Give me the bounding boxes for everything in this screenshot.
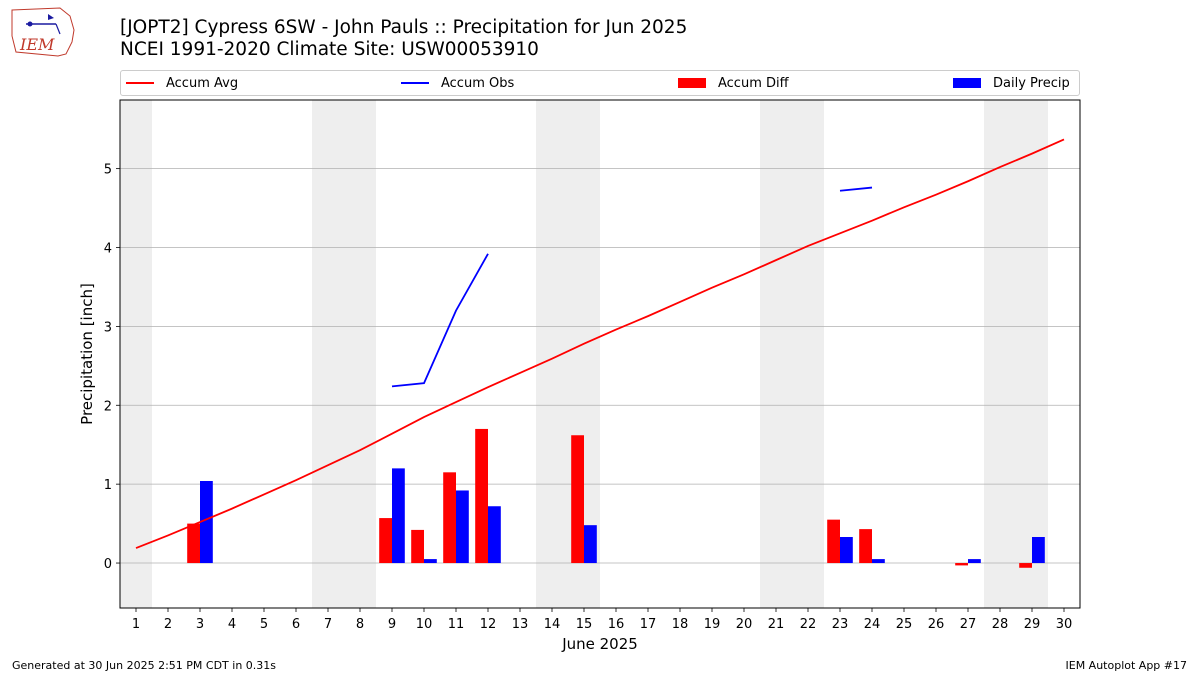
x-tick-label-19: 19 — [704, 617, 721, 632]
weekend-shade-day-21 — [760, 100, 792, 608]
legend-swatch-accum-avg — [126, 82, 154, 84]
daily-precip-bar-day-23 — [840, 537, 853, 564]
x-tick-label-30: 30 — [1056, 617, 1073, 632]
accum-diff-bar-day-29 — [1019, 563, 1032, 568]
daily-precip-bar-day-9 — [392, 468, 405, 564]
x-tick-label-7: 7 — [324, 617, 332, 632]
daily-precip-bar-day-10 — [424, 559, 437, 564]
x-tick-label-11: 11 — [448, 617, 465, 632]
legend-item-accum-avg: Accum Avg — [126, 74, 238, 92]
legend-item-daily-precip: Daily Precip — [953, 74, 1070, 92]
x-tick-label-27: 27 — [960, 617, 977, 632]
y-tick-label-5: 5 — [104, 163, 112, 178]
x-tick-label-18: 18 — [672, 617, 689, 632]
plot-frame — [119, 99, 1081, 609]
x-tick-label-3: 3 — [196, 617, 204, 632]
y-axis-label: Precipitation [inch] — [78, 283, 96, 425]
iem-logo: IEM — [11, 7, 75, 57]
chart-title: [JOPT2] Cypress 6SW - John Pauls :: Prec… — [120, 17, 688, 38]
legend-swatch-accum-diff — [678, 78, 706, 88]
accum-diff-bar-day-24 — [859, 529, 872, 564]
legend-item-accum-diff: Accum Diff — [678, 74, 789, 92]
x-tick-label-29: 29 — [1024, 617, 1041, 632]
accum-obs-line-segment-0 — [391, 253, 489, 388]
x-tick-label-2: 2 — [164, 617, 172, 632]
chart-subtitle: NCEI 1991-2020 Climate Site: USW00053910 — [120, 39, 539, 60]
accum-diff-bar-day-10 — [411, 529, 424, 564]
weekend-shade-day-8 — [344, 100, 376, 608]
x-tick-label-1: 1 — [132, 617, 140, 632]
accum-diff-bar-day-9 — [379, 518, 392, 564]
x-tick-label-21: 21 — [768, 617, 785, 632]
weekend-shade-day-15 — [568, 100, 600, 608]
y-tick-label-4: 4 — [104, 242, 112, 257]
daily-precip-bar-day-3 — [200, 481, 213, 564]
x-tick-label-26: 26 — [928, 617, 945, 632]
accum-diff-bar-day-11 — [443, 472, 456, 564]
legend-swatch-accum-obs — [401, 82, 429, 84]
accum-diff-bar-day-12 — [475, 428, 488, 564]
y-tick-label-3: 3 — [104, 320, 112, 335]
x-tick-label-23: 23 — [832, 617, 849, 632]
x-tick-label-20: 20 — [736, 617, 753, 632]
x-tick-label-15: 15 — [576, 617, 593, 632]
daily-precip-bar-day-24 — [872, 559, 885, 564]
accum-diff-bar-day-15 — [571, 435, 584, 564]
x-tick-label-8: 8 — [356, 617, 364, 632]
x-tick-label-25: 25 — [896, 617, 913, 632]
daily-precip-bar-day-15 — [584, 525, 597, 564]
accum-diff-bar-day-23 — [827, 519, 840, 564]
legend: Accum Avg Accum Obs Accum Diff Daily Pre… — [120, 70, 1080, 96]
legend-swatch-daily-precip — [953, 78, 981, 88]
daily-precip-bar-day-27 — [968, 559, 981, 564]
x-tick-label-17: 17 — [640, 617, 657, 632]
x-axis-label: June 2025 — [561, 635, 638, 653]
accum-diff-bar-day-3 — [187, 523, 200, 564]
daily-precip-bar-day-12 — [488, 506, 501, 564]
weekend-shade-day-28 — [984, 100, 1016, 608]
daily-precip-bar-day-11 — [456, 490, 469, 564]
weekend-shade-day-1 — [120, 100, 152, 608]
weekend-shade-day-7 — [312, 100, 344, 608]
x-tick-label-24: 24 — [864, 617, 881, 632]
logo-text: IEM — [19, 35, 55, 54]
y-tick-label-2: 2 — [104, 399, 112, 414]
legend-label-accum-avg: Accum Avg — [166, 75, 239, 91]
accum-diff-bar-day-27 — [955, 563, 968, 566]
weekend-shade-day-14 — [536, 100, 568, 608]
app-credit: IEM Autoplot App #17 — [1065, 659, 1188, 672]
legend-item-accum-obs: Accum Obs — [401, 74, 514, 92]
x-tick-label-4: 4 — [228, 617, 236, 632]
x-tick-label-10: 10 — [416, 617, 433, 632]
accum-obs-line-segment-1 — [839, 186, 873, 192]
x-tick-label-12: 12 — [480, 617, 497, 632]
x-tick-label-9: 9 — [388, 617, 396, 632]
x-tick-label-13: 13 — [512, 617, 529, 632]
legend-label-accum-obs: Accum Obs — [441, 75, 515, 91]
x-tick-label-16: 16 — [608, 617, 625, 632]
y-tick-label-1: 1 — [104, 478, 112, 493]
x-tick-label-6: 6 — [292, 617, 300, 632]
accum-avg-line-segment-0 — [135, 138, 1065, 549]
x-tick-label-22: 22 — [800, 617, 817, 632]
legend-label-daily-precip: Daily Precip — [993, 75, 1070, 91]
legend-label-accum-diff: Accum Diff — [718, 75, 789, 91]
daily-precip-bar-day-29 — [1032, 537, 1045, 564]
weekend-shade-day-29 — [1016, 100, 1048, 608]
x-tick-label-28: 28 — [992, 617, 1009, 632]
x-tick-label-14: 14 — [544, 617, 561, 632]
generated-timestamp: Generated at 30 Jun 2025 2:51 PM CDT in … — [12, 659, 277, 672]
weekend-shade-day-22 — [792, 100, 824, 608]
x-tick-label-5: 5 — [260, 617, 268, 632]
y-tick-label-0: 0 — [104, 557, 112, 572]
